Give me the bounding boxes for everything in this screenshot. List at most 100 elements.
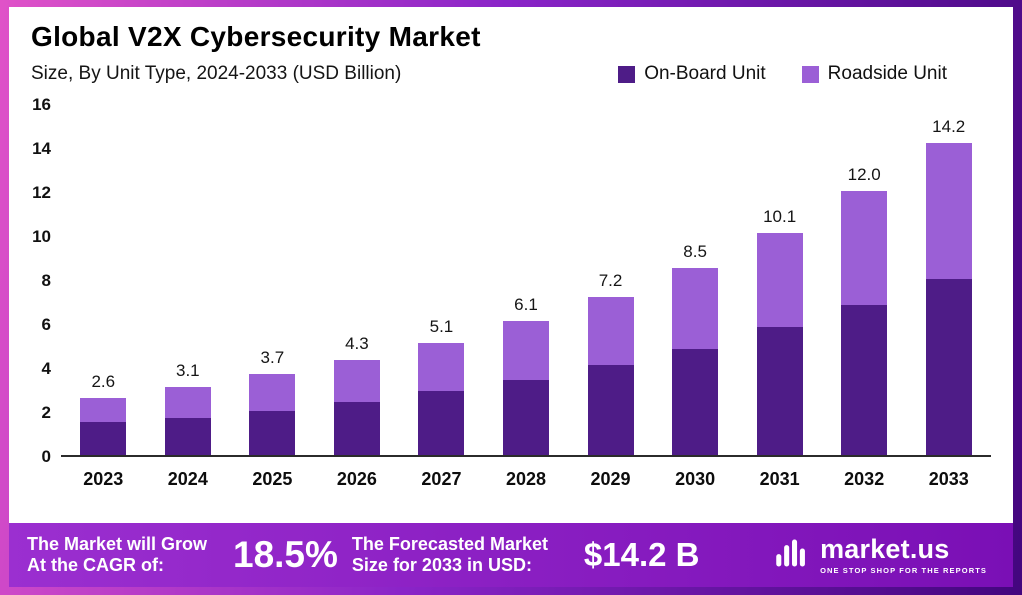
bar-stack — [249, 373, 296, 455]
chart-page: Global V2X Cybersecurity Market Size, By… — [9, 7, 1013, 587]
bar-stack — [502, 320, 549, 455]
bar-segment-roadside — [164, 386, 211, 418]
bar-segment-onboard — [756, 327, 803, 455]
bar-total-label: 4.3 — [345, 334, 369, 354]
bar-total-label: 12.0 — [847, 165, 881, 185]
bar-segment-onboard — [672, 349, 719, 455]
bar-segment-onboard — [80, 422, 127, 455]
forecast-label: The Forecasted Market Size for 2033 in U… — [351, 533, 548, 575]
cagr-value: 18.5% — [233, 534, 338, 575]
bar-segment-roadside — [502, 320, 549, 381]
page-title: Global V2X Cybersecurity Market — [31, 21, 481, 52]
legend-label-roadside: Roadside Unit — [827, 63, 947, 84]
bar-total-label: 7.2 — [598, 270, 623, 290]
legend-label-onboard: On-Board Unit — [644, 63, 766, 84]
y-axis-label: 2 — [41, 403, 51, 422]
bar-segment-onboard — [164, 417, 211, 455]
brand-logo: market.us ONE STOP SHOP FOR THE REPORTS — [774, 535, 995, 576]
chart-header: Global V2X Cybersecurity Market Size, By… — [9, 7, 1013, 85]
bar-segment-onboard — [249, 411, 296, 455]
subtitle-row: Size, By Unit Type, 2024-2033 (USD Billi… — [31, 63, 987, 85]
bar-segment-roadside — [841, 191, 888, 306]
legend-swatch-roadside — [801, 65, 819, 83]
bar-segment-onboard — [841, 305, 888, 455]
footer-banner: The Market will Grow At the CAGR of: 18.… — [9, 523, 1013, 587]
bar-stack — [587, 296, 634, 455]
brand-tagline: ONE STOP SHOP FOR THE REPORTS — [820, 565, 987, 575]
y-axis-label: 10 — [32, 227, 51, 246]
brand-text: market.us ONE STOP SHOP FOR THE REPORTS — [820, 533, 987, 575]
bar-segment-roadside — [418, 342, 465, 392]
y-axis-label: 12 — [32, 183, 51, 202]
bar-total-label: 2.6 — [91, 371, 116, 391]
bar-segment-roadside — [756, 232, 803, 328]
bar-stack — [164, 386, 211, 455]
bar-total-label: 3.7 — [260, 347, 285, 367]
y-axis-label: 0 — [41, 447, 51, 466]
x-axis-label: 2030 — [675, 469, 716, 489]
plot-area: 2.6 3.1 3.7 4.3 5.1 6.1 7.2 8.5 10.1 12.0 14.2 — [61, 105, 991, 457]
bar-stack — [80, 397, 127, 455]
y-axis-label: 8 — [41, 271, 51, 290]
brand-name: market.us — [820, 533, 950, 564]
bar-stack — [925, 142, 972, 455]
x-axis-label: 2023 — [83, 469, 124, 489]
y-axis-label: 6 — [41, 315, 51, 334]
bar-segment-onboard — [925, 279, 972, 455]
bar-total-label: 14.2 — [932, 116, 966, 136]
chart-legend: On-Board Unit Roadside Unit — [618, 63, 987, 85]
x-axis-label: 2025 — [252, 469, 293, 489]
x-axis-label: 2024 — [167, 469, 208, 489]
bar-segment-onboard — [418, 391, 465, 455]
bar-stack — [841, 191, 888, 455]
bar-total-label: 6.1 — [514, 294, 538, 314]
bar-stack — [418, 342, 465, 455]
bar-total-label: 8.5 — [683, 242, 707, 262]
bar-segment-roadside — [925, 142, 972, 279]
x-axis-label: 2031 — [759, 469, 800, 489]
cagr-label: The Market will Grow At the CAGR of: — [27, 533, 208, 575]
y-axis-label: 4 — [41, 359, 51, 378]
bar-group-2025: 3.7 — [230, 348, 315, 455]
bar-chart: 0 2 4 6 8 10 12 14 16 2.6 3.1 3.7 4.3 5.1 6.1 7.2 8.5 10… — [23, 95, 991, 466]
bar-segment-roadside — [249, 373, 296, 411]
bar-total-label: 3.1 — [175, 360, 200, 380]
bar-group-2028: 6.1 — [484, 295, 569, 455]
y-axis-label: 14 — [32, 139, 51, 158]
legend-swatch-onboard — [618, 65, 636, 83]
x-axis: 2023 2024 2025 2026 2027 2028 2029 2030 2031 2032… — [61, 469, 991, 490]
x-axis-label: 2032 — [844, 469, 885, 489]
bar-stack — [333, 360, 380, 455]
x-axis-label: 2029 — [590, 469, 631, 489]
forecast-value: $14.2 B — [583, 536, 700, 573]
bar-group-2027: 5.1 — [399, 317, 484, 455]
bar-stack — [756, 232, 803, 455]
bar-total-label: 5.1 — [429, 316, 454, 336]
brand-bars-icon — [774, 535, 810, 576]
legend-item-roadside: Roadside Unit — [801, 63, 947, 85]
chart-subtitle: Size, By Unit Type, 2024-2033 (USD Billi… — [31, 63, 402, 84]
bar-group-2033: 14.2 — [906, 117, 991, 455]
bar-group-2026: 4.3 — [315, 334, 400, 455]
y-axis-label: 16 — [32, 95, 51, 114]
bar-group-2031: 10.1 — [737, 207, 822, 455]
bar-stack — [672, 268, 719, 455]
bar-group-2024: 3.1 — [146, 361, 231, 455]
legend-item-onboard: On-Board Unit — [618, 63, 766, 85]
bar-group-2030: 8.5 — [653, 242, 738, 455]
x-axis-label: 2027 — [421, 469, 462, 489]
bar-segment-roadside — [80, 397, 127, 422]
bar-group-2029: 7.2 — [568, 271, 653, 455]
bar-segment-onboard — [587, 364, 634, 455]
bar-group-2032: 12.0 — [822, 165, 907, 455]
x-axis-label: 2026 — [336, 469, 377, 489]
bar-segment-onboard — [502, 380, 549, 455]
bar-segment-roadside — [333, 360, 380, 403]
x-axis-label: 2028 — [505, 469, 547, 489]
x-axis-label: 2033 — [928, 469, 969, 489]
y-axis: 0 2 4 6 8 10 12 14 16 — [23, 95, 61, 466]
bar-segment-onboard — [333, 402, 380, 455]
bar-segment-roadside — [587, 296, 634, 365]
bar-total-label: 10.1 — [763, 206, 797, 226]
